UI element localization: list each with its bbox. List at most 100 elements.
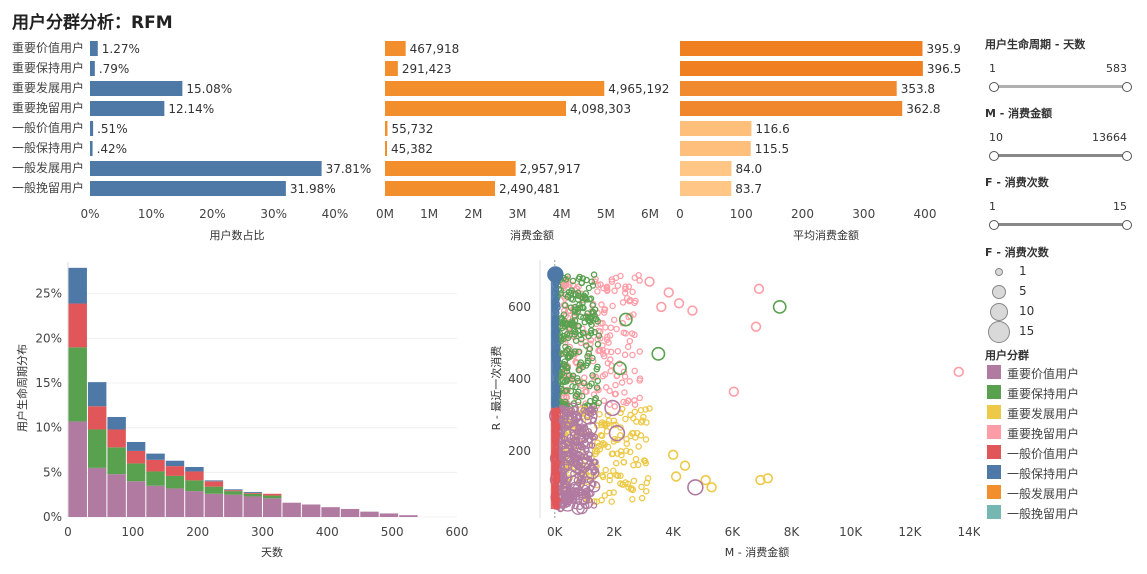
- histogram-bar: [243, 493, 262, 497]
- scatter-point: [636, 377, 643, 384]
- scatter-point: [604, 443, 612, 451]
- scatter-point: [606, 332, 614, 339]
- scatter-point: [583, 447, 590, 454]
- scatter-point: [663, 287, 674, 298]
- size-circle-icon: [990, 303, 1008, 321]
- legend-swatch: [987, 385, 1001, 399]
- cluster-points: [550, 407, 561, 510]
- color-legend-item[interactable]: 一般挽留用户: [985, 503, 1145, 521]
- scatter-point: [644, 276, 655, 287]
- scatter-point: [573, 428, 581, 436]
- histogram-bar: [185, 491, 204, 517]
- y-tick-label: 400: [508, 372, 531, 386]
- tick-label: 0%: [80, 207, 99, 221]
- scatter-point: [587, 295, 595, 302]
- scatter-point: [632, 455, 640, 463]
- histogram-bar: [165, 460, 185, 467]
- histogram-bar: [224, 491, 243, 495]
- scatter-point: [623, 435, 630, 443]
- scatter-point: [613, 325, 620, 333]
- histogram-bar: [185, 471, 204, 481]
- slider-handle-min[interactable]: [989, 220, 999, 230]
- histogram-bar: [243, 491, 262, 493]
- scatter-point: [646, 405, 653, 412]
- scatter-point: [577, 313, 584, 320]
- scatter-point: [598, 301, 605, 308]
- scatter-point: [594, 341, 602, 348]
- scatter-point: [608, 498, 615, 505]
- scatter-point: [632, 434, 639, 441]
- tick-label: 4M: [553, 207, 571, 221]
- y-tick-label: 5%: [43, 465, 62, 479]
- scatter-point: [570, 497, 578, 505]
- scatter-point: [598, 441, 605, 449]
- scatter-point: [622, 285, 629, 293]
- scatter-point: [595, 347, 602, 355]
- size-circle-icon: [992, 285, 1006, 299]
- scatter-point: [585, 332, 592, 340]
- tick-label: 0: [676, 207, 684, 221]
- color-legend-item[interactable]: 一般保持用户: [985, 463, 1145, 481]
- scatter-point: [563, 387, 570, 394]
- histogram-bar: [301, 504, 321, 517]
- scatter-point: [623, 440, 631, 447]
- scatter-point: [635, 443, 642, 450]
- scatter-point: [588, 442, 596, 449]
- scatter-point: [614, 472, 622, 480]
- scatter-point: [580, 407, 587, 414]
- color-legend-item[interactable]: 重要挽留用户: [985, 423, 1145, 441]
- scatter-point: [576, 366, 583, 374]
- slider-handle-max[interactable]: [1122, 82, 1132, 92]
- x-tick-label: 2K: [606, 525, 623, 539]
- x-axis-label: 天数: [261, 546, 283, 559]
- scatter-point: [586, 345, 594, 353]
- scatter-point: [559, 377, 567, 384]
- scatter-point: [562, 276, 570, 283]
- slider-handle-min[interactable]: [989, 82, 999, 92]
- slider-track[interactable]: [993, 223, 1127, 226]
- scatter-point: [568, 287, 575, 294]
- color-legend-item[interactable]: 重要价值用户: [985, 363, 1145, 381]
- scatter-point: [570, 350, 577, 357]
- dashboard-charts: 重要价值用户重要保持用户重要发展用户重要挽留用户一般价值用户一般保持用户一般发展…: [12, 40, 980, 559]
- cluster-points: [550, 271, 561, 411]
- histogram-bar: [87, 406, 107, 430]
- y-tick-label: 0%: [43, 510, 62, 524]
- color-legend-item[interactable]: 一般发展用户: [985, 483, 1145, 501]
- scatter-point: [621, 351, 629, 359]
- color-legend-item[interactable]: 重要发展用户: [985, 403, 1145, 421]
- color-legend-item[interactable]: 重要保持用户: [985, 383, 1145, 401]
- scatter-point: [620, 398, 627, 406]
- scatter-point: [673, 298, 685, 309]
- scatter-point: [620, 458, 628, 466]
- scatter-point: [574, 322, 582, 329]
- slider-handle-min[interactable]: [989, 151, 999, 161]
- scatter-point: [626, 448, 634, 456]
- scatter-point: [568, 289, 575, 297]
- scatter-point: [630, 477, 638, 485]
- slider-handle-max[interactable]: [1122, 220, 1132, 230]
- scatter-point: [583, 342, 590, 349]
- color-legend-item[interactable]: 一般价值用户: [985, 443, 1145, 461]
- slider-track[interactable]: [993, 85, 1127, 88]
- scatter-point: [636, 394, 644, 402]
- scatter-point: [643, 487, 650, 495]
- scatter-point: [595, 332, 603, 339]
- y-tick-label: 200: [508, 444, 531, 458]
- axis-label: 平均消费金额: [793, 228, 859, 242]
- scatter-point: [601, 492, 609, 499]
- size-legend-item: 1: [985, 261, 1145, 281]
- histogram-bar: [165, 466, 185, 476]
- scatter-point: [573, 487, 580, 494]
- histogram-bar: [146, 485, 165, 517]
- bar: [680, 141, 751, 156]
- slider-track[interactable]: [993, 154, 1127, 157]
- slider-handle-max[interactable]: [1122, 151, 1132, 161]
- x-tick-label: 600: [446, 525, 469, 539]
- histogram-bar: [146, 453, 165, 460]
- scatter-point: [588, 380, 595, 387]
- scatter-point: [581, 374, 588, 381]
- scatter-point: [567, 387, 575, 395]
- scatter-point: [643, 419, 650, 426]
- scatter-point: [631, 408, 639, 416]
